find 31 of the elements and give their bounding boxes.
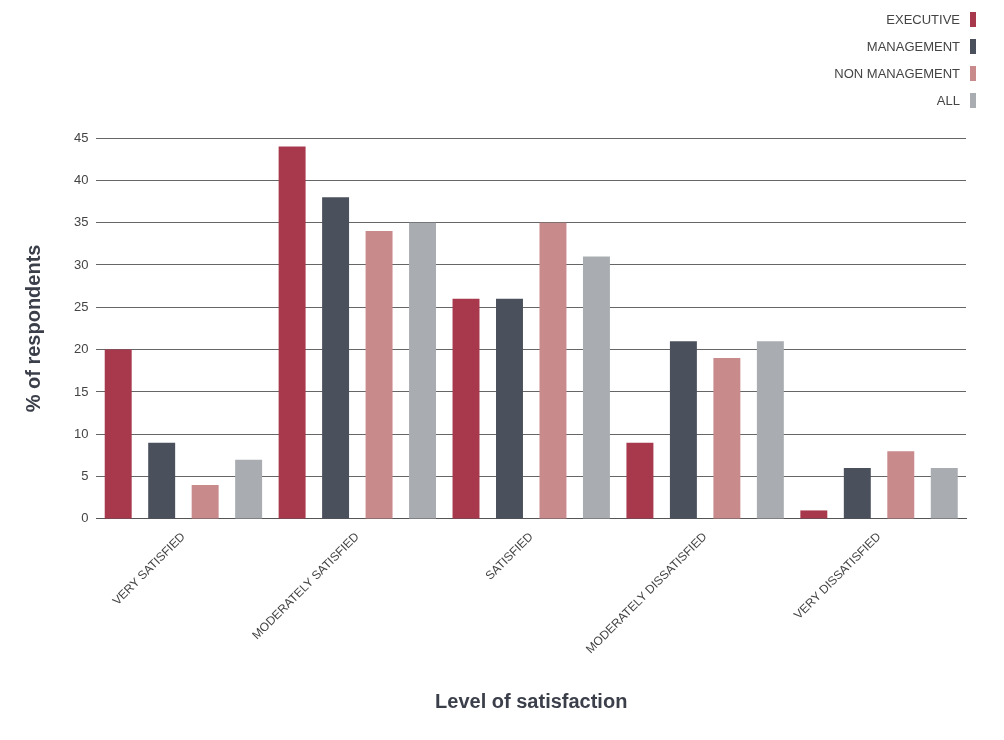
legend-label: EXECUTIVE (886, 12, 960, 27)
bar (409, 222, 437, 519)
bar (104, 349, 132, 519)
bar (713, 358, 741, 519)
bar (930, 468, 958, 519)
bar (582, 256, 610, 519)
bar (191, 485, 219, 519)
bar (539, 222, 567, 519)
y-tick-label: 30 (73, 256, 89, 272)
bar (278, 146, 306, 519)
y-tick-label: 10 (73, 425, 89, 441)
bar (452, 298, 480, 519)
legend-label: ALL (936, 93, 960, 108)
y-tick-label: 25 (73, 298, 89, 314)
bar (756, 341, 784, 519)
bar (626, 442, 654, 519)
bar (887, 451, 915, 519)
y-tick-label: 45 (73, 129, 89, 145)
legend-label: MANAGEMENT (866, 39, 960, 54)
bar (365, 231, 393, 519)
y-tick-label: 40 (73, 171, 89, 187)
x-axis-title: Level of satisfaction (435, 689, 628, 712)
bar (235, 459, 263, 519)
y-tick-label: 20 (73, 341, 89, 357)
y-tick-label: 5 (81, 468, 89, 484)
bar (800, 510, 828, 519)
y-tick-label: 0 (81, 510, 89, 526)
legend-label: NON MANAGEMENT (834, 66, 960, 81)
y-tick-label: 35 (73, 214, 89, 230)
y-axis-title: % of respondents (21, 244, 44, 413)
y-tick-label: 15 (73, 383, 89, 399)
